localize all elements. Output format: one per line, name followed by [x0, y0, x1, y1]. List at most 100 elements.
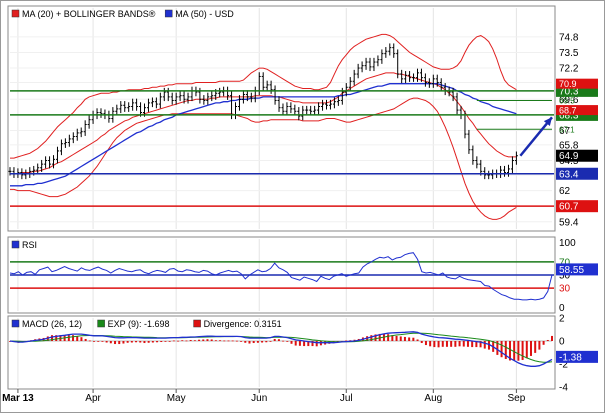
- legend-label: Divergence: 0.3151: [204, 319, 282, 329]
- pivot-label: 67.1: [559, 125, 575, 134]
- divergence-bar: [487, 341, 490, 350]
- divergence-bar: [454, 341, 457, 347]
- price-layer: [8, 33, 554, 220]
- divergence-bar: [67, 335, 70, 341]
- divergence-bar: [450, 341, 453, 347]
- divergence-bar: [315, 341, 318, 347]
- divergence-bar: [437, 341, 440, 348]
- divergence-bar: [551, 335, 553, 341]
- divergence-bar: [189, 339, 192, 341]
- divergence-bar: [433, 341, 436, 348]
- divergence-bar: [298, 341, 301, 346]
- divergence-bar: [542, 341, 545, 345]
- divergence-bar: [441, 341, 444, 347]
- legend-swatch: [11, 319, 20, 328]
- divergence-bar: [420, 341, 423, 344]
- divergence-bar: [84, 338, 87, 341]
- price-y-tick-label: 65.8: [559, 140, 579, 151]
- divergence-bar: [529, 341, 532, 356]
- divergence-bar: [546, 339, 549, 341]
- divergence-bar: [307, 341, 310, 347]
- divergence-bar: [114, 341, 117, 345]
- divergence-bar: [244, 341, 247, 343]
- overlap-label: 68.7: [559, 106, 577, 116]
- divergence-bar: [105, 341, 108, 343]
- divergence-bar: [139, 341, 142, 343]
- rsi-y-tick-label: 100: [559, 238, 576, 249]
- legend-label: RSI: [22, 240, 37, 250]
- divergence-bar: [118, 341, 121, 345]
- divergence-bar: [164, 341, 167, 342]
- price-y-tick-label: 67: [559, 126, 571, 137]
- divergence-bar: [198, 339, 201, 341]
- legend-label: MA (50) - USD: [175, 9, 234, 19]
- divergence-bar: [345, 340, 348, 342]
- divergence-bar: [391, 335, 394, 341]
- divergence-bar: [395, 335, 398, 341]
- x-tick-label: Mar 13: [2, 393, 34, 404]
- divergence-bar: [160, 341, 163, 343]
- divergence-bar: [143, 341, 146, 344]
- divergence-bar: [261, 341, 264, 343]
- legend-swatch: [164, 9, 173, 18]
- legend-swatch: [11, 9, 20, 18]
- divergence-bar: [403, 336, 406, 341]
- divergence-bar: [483, 341, 486, 349]
- rsi-y-tick-label: 50: [559, 271, 571, 282]
- legend-label: MA (20) + BOLLINGER BANDS®: [22, 9, 156, 19]
- divergence-bar: [277, 339, 280, 341]
- rsi-last-box: [556, 263, 598, 276]
- pivot-label: 69.5: [559, 96, 575, 105]
- divergence-bar: [429, 341, 432, 347]
- divergence-bar: [210, 339, 213, 341]
- divergence-bar: [508, 341, 511, 361]
- divergence-bar: [235, 340, 238, 342]
- divergence-bar: [412, 337, 415, 341]
- divergence-bar: [109, 341, 112, 344]
- divergence-bar: [240, 341, 243, 342]
- divergence-bar: [500, 341, 503, 358]
- divergence-bar: [151, 341, 154, 343]
- price-y-tick-label: 73.5: [559, 48, 579, 59]
- divergence-bar: [269, 341, 272, 342]
- divergence-bar: [458, 341, 461, 347]
- divergence-bar: [479, 341, 482, 348]
- macd-layer: [9, 331, 553, 367]
- divergence-bar: [521, 341, 524, 360]
- axis-labels: Mar 13AprMayJunJulAugSep74.873.572.27169…: [2, 32, 598, 404]
- divergence-bar: [424, 341, 427, 346]
- overlap-label-box: [556, 78, 598, 89]
- level-label: 68.3: [559, 110, 579, 121]
- divergence-bar: [416, 339, 419, 341]
- divergence-bar: [311, 341, 314, 347]
- price-panel: [7, 5, 556, 232]
- price-y-tick-label: 62: [559, 186, 571, 197]
- legends: MA (20) + BOLLINGER BANDS® MA (50) - USD R…: [11, 9, 282, 329]
- divergence-bar: [370, 335, 373, 341]
- legend-label: EXP (9): -1.698: [108, 319, 170, 329]
- divergence-bar: [214, 340, 217, 342]
- divergence-bar: [181, 340, 184, 342]
- bollinger-lower-line: [10, 97, 517, 220]
- divergence-bar: [538, 341, 541, 350]
- level-label-box: [556, 167, 598, 180]
- divergence-bar: [466, 341, 469, 347]
- divergence-bar: [51, 335, 54, 341]
- divergence-bar: [202, 339, 205, 341]
- divergence-bar: [525, 341, 528, 359]
- rsi-line: [9, 252, 553, 301]
- divergence-bar: [76, 336, 79, 341]
- divergence-bar: [80, 337, 83, 341]
- divergence-bar: [252, 341, 255, 344]
- divergence-bar: [256, 341, 259, 343]
- divergence-bar: [462, 341, 465, 347]
- level-label: 70.3: [559, 86, 579, 97]
- divergence-bar: [168, 341, 171, 342]
- divergence-bar: [399, 336, 402, 341]
- rsi-y-tick-label: 30: [559, 284, 571, 295]
- divergence-bar: [290, 341, 293, 344]
- price-y-tick-label: 74.8: [559, 32, 579, 43]
- overlap-label-box: [556, 105, 598, 116]
- rsi-layer: [9, 252, 554, 301]
- forecast-arrow-shaft: [519, 116, 553, 157]
